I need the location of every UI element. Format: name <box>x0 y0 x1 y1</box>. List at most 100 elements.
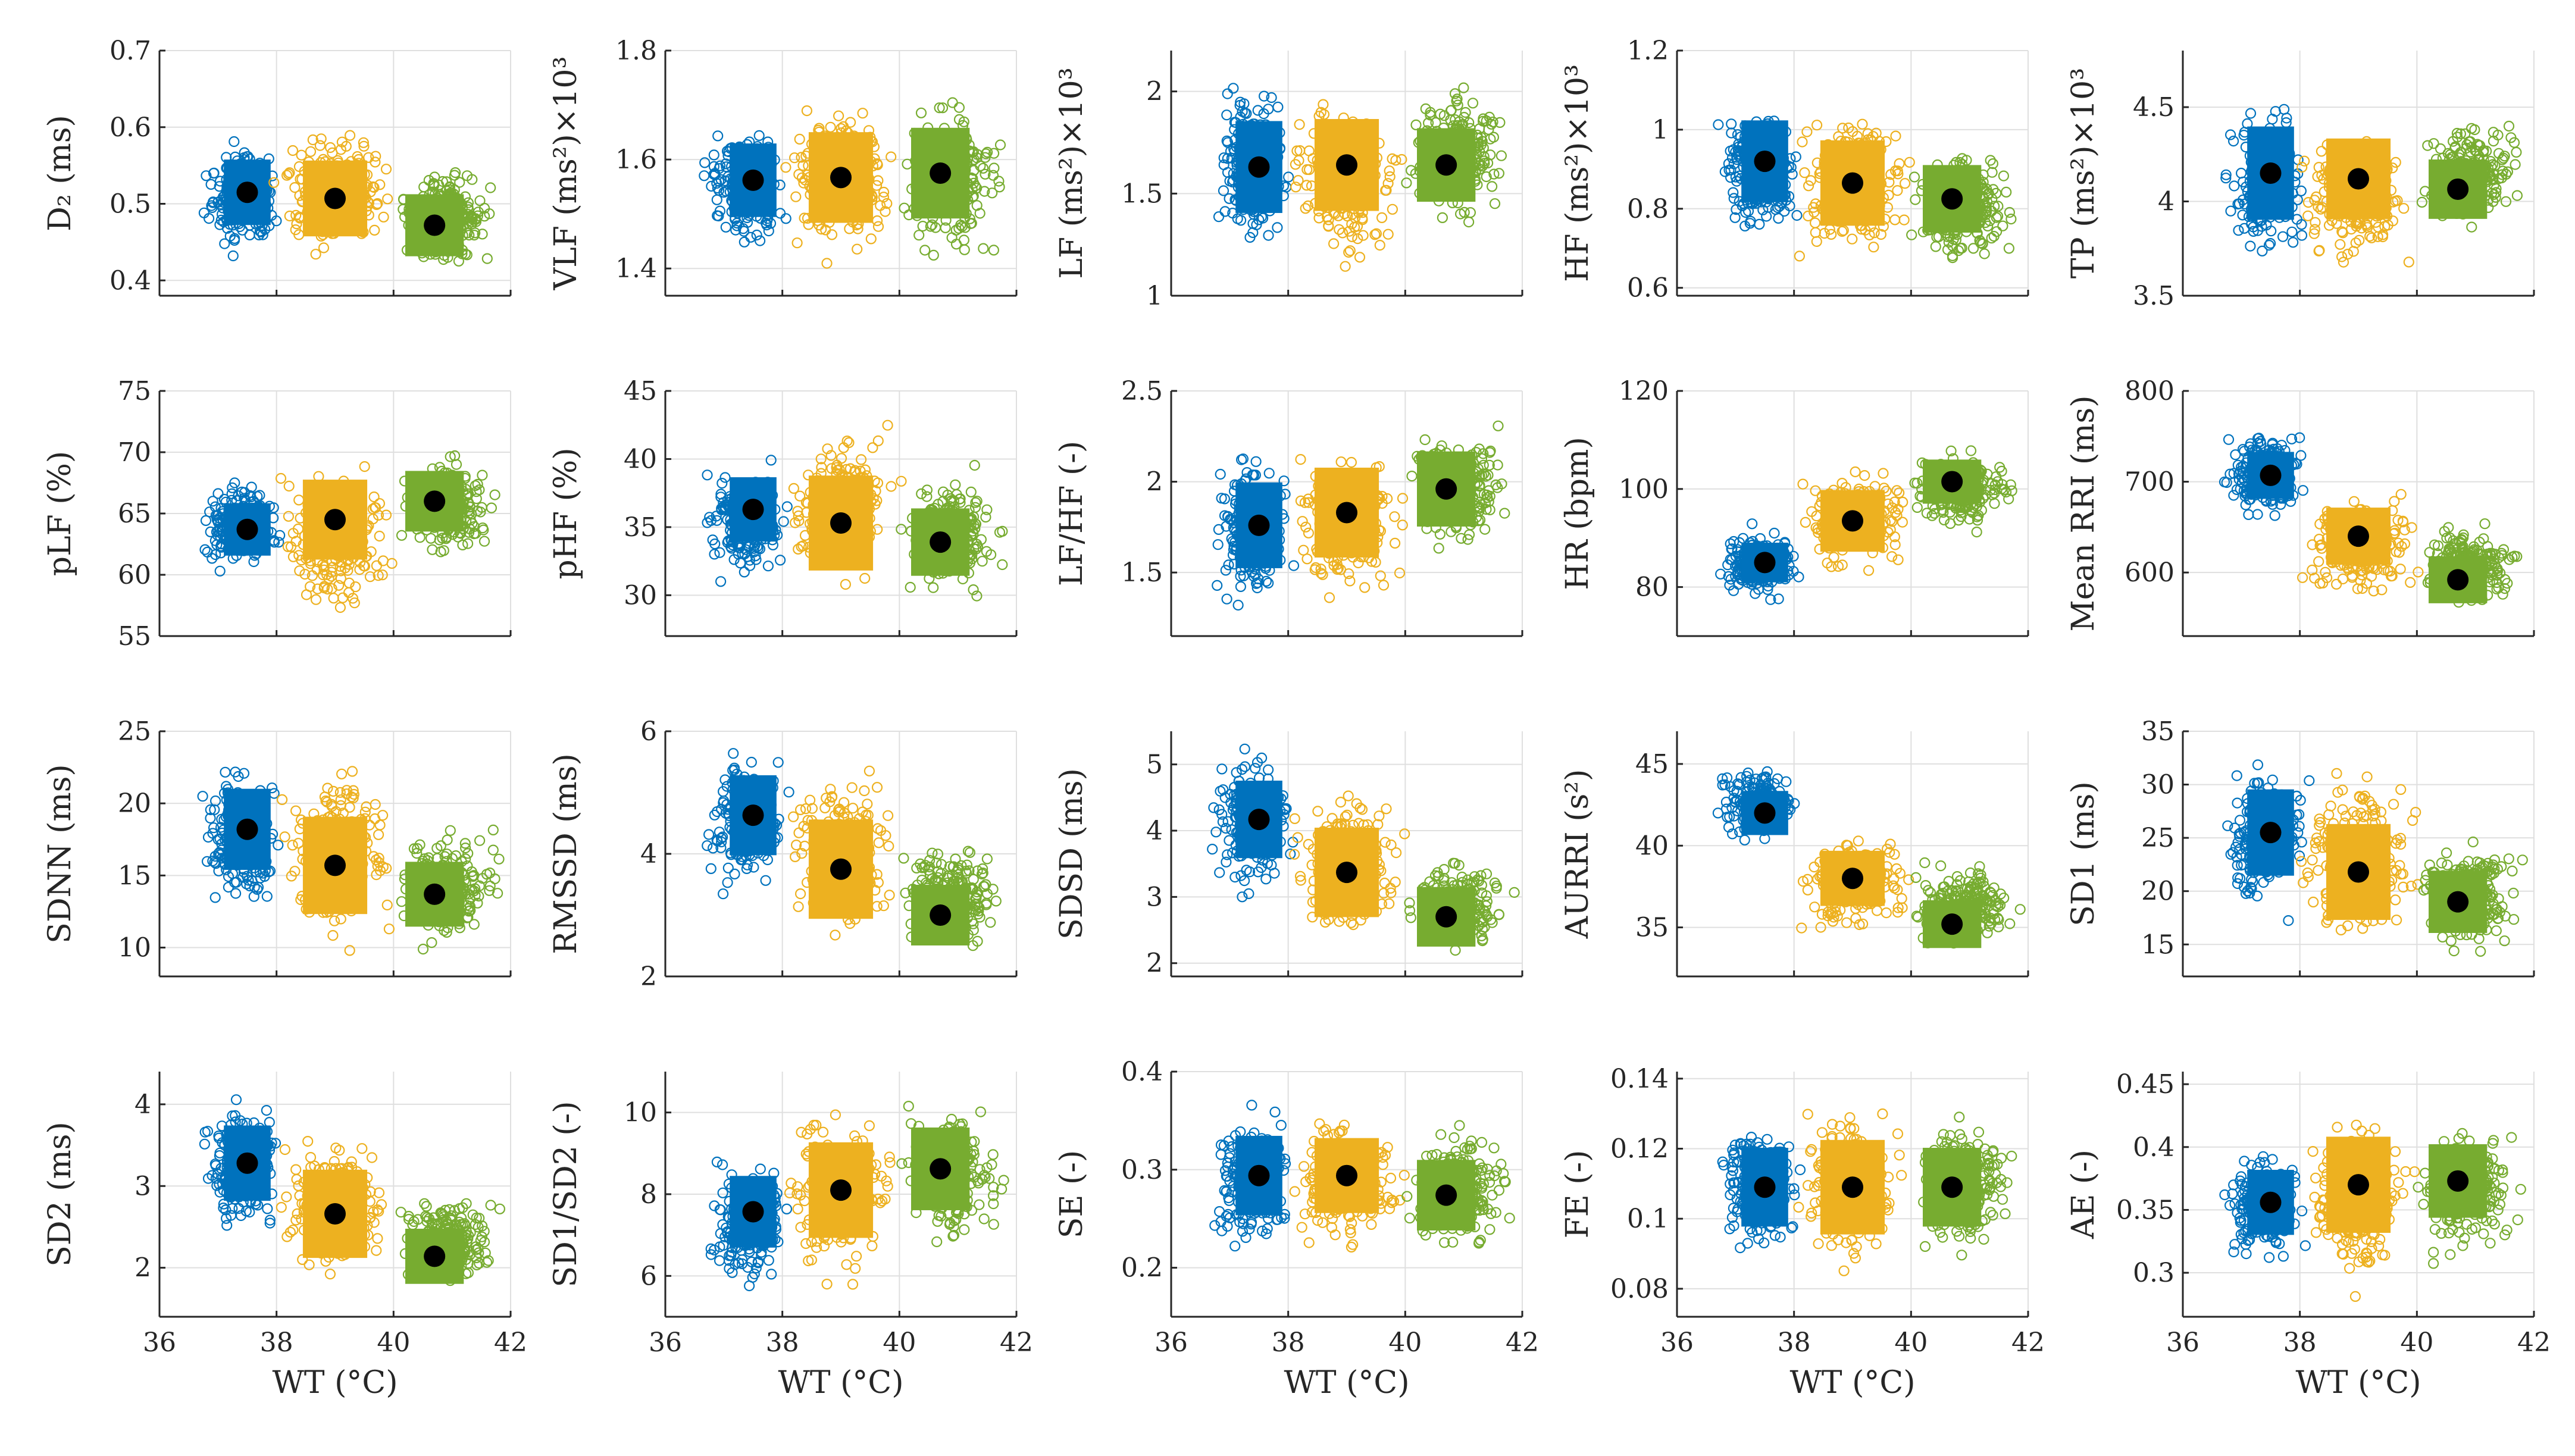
scatter-point <box>985 549 997 561</box>
scatter-point <box>1488 168 1500 180</box>
scatter-point <box>449 167 461 179</box>
scatter-point <box>334 561 346 572</box>
scatter-point <box>1374 240 1385 251</box>
scatter-point <box>470 480 481 491</box>
mean-point-1 <box>2260 162 2282 184</box>
scatter-point <box>369 502 381 513</box>
scatter-point <box>2362 222 2373 233</box>
scatter-point <box>2296 230 2308 241</box>
scatter-point <box>2308 228 2320 239</box>
scatter-point <box>290 536 302 547</box>
scatter-point <box>841 435 853 447</box>
scatter-point <box>327 147 338 158</box>
scatter-point <box>1213 524 1225 536</box>
scatter-point <box>1337 227 1348 239</box>
scatter-point <box>1868 242 1879 253</box>
scatter-point <box>1301 180 1312 191</box>
scatter-point <box>956 221 968 232</box>
scatter-point <box>1449 88 1461 99</box>
scatter-point <box>1862 128 1873 139</box>
scatter-point <box>788 483 800 494</box>
scatter-point <box>1303 527 1314 538</box>
scatter-point <box>2309 195 2320 206</box>
scatter-point <box>284 167 295 179</box>
scatter-point <box>1459 206 1470 218</box>
scatter-point <box>1493 168 1504 179</box>
scatter-point <box>2382 220 2393 231</box>
scatter-point <box>454 177 465 188</box>
scatter-point <box>2422 140 2433 151</box>
scatter-point <box>1438 110 1450 121</box>
scatter-point <box>2233 198 2245 209</box>
scatter-point <box>1294 119 1305 130</box>
scatter-point <box>2492 129 2504 141</box>
scatter-point <box>1487 181 1498 192</box>
scatter-point <box>1259 90 1270 102</box>
scatter-point <box>227 482 238 493</box>
scatter-point <box>712 130 724 142</box>
scatter-point <box>789 152 800 164</box>
y-tick-label: 1 <box>1652 115 1669 145</box>
scatter-point <box>1930 241 1941 252</box>
y-tick-label: 1.2 <box>1627 36 1669 66</box>
scatter-point <box>1460 107 1471 118</box>
scatter-point <box>1809 206 1820 218</box>
scatter-point <box>880 206 891 217</box>
scatter-point <box>780 213 791 224</box>
scatter-series-2 <box>780 105 897 269</box>
scatter-point <box>489 489 500 500</box>
scatter-point <box>2003 243 2014 254</box>
scatter-point <box>301 589 312 600</box>
scatter-point <box>1988 231 2000 242</box>
scatter-point <box>1975 237 1986 249</box>
scatter-point <box>913 230 925 241</box>
scatter-point <box>1382 493 1393 505</box>
scatter-point <box>315 133 327 145</box>
scatter-point <box>921 491 933 502</box>
scatter-point <box>1212 580 1223 591</box>
scatter-point <box>207 496 218 507</box>
scatter-point <box>367 181 378 193</box>
mean-point-3 <box>2447 178 2469 200</box>
scatter-point <box>840 578 852 590</box>
scatter-point <box>1892 168 1904 180</box>
scatter-point <box>2372 231 2383 242</box>
scatter-point <box>466 211 477 223</box>
scatter-point <box>343 577 355 588</box>
scatter-point <box>878 192 890 203</box>
scatter-point <box>822 443 833 455</box>
scatter-point <box>1467 98 1479 109</box>
scatter-point <box>2286 226 2298 237</box>
scatter-point <box>794 133 805 145</box>
mean-point-3 <box>1941 188 1963 210</box>
mean-point-2 <box>1336 154 1357 176</box>
y-tick-label: 1.8 <box>615 36 657 66</box>
scatter-point <box>715 576 727 587</box>
scatter-point <box>386 558 398 569</box>
scatter-point <box>1313 212 1325 224</box>
scatter-point <box>1343 246 1354 258</box>
scatter-point <box>377 569 388 581</box>
scatter-point <box>753 130 765 141</box>
scatter-point <box>2403 256 2414 268</box>
scatter-point <box>310 594 322 605</box>
y-tick-label: 2 <box>1146 77 1163 107</box>
scatter-point <box>774 555 786 566</box>
mean-point-1 <box>1248 156 1270 178</box>
scatter-point <box>969 180 981 192</box>
scatter-point <box>754 235 766 246</box>
scatter-point <box>207 197 218 208</box>
scatter-point <box>2335 239 2346 250</box>
scatter-point <box>2502 166 2513 177</box>
scatter-point <box>1354 252 1366 263</box>
scatter-point <box>1847 233 1858 245</box>
scatter-point <box>1761 211 1772 222</box>
scatter-point <box>369 224 380 236</box>
scatter-point <box>878 186 890 198</box>
mean-point-3 <box>424 490 446 512</box>
scatter-point <box>1481 171 1492 183</box>
scatter-point <box>762 561 774 572</box>
scatter-point <box>1489 198 1501 209</box>
